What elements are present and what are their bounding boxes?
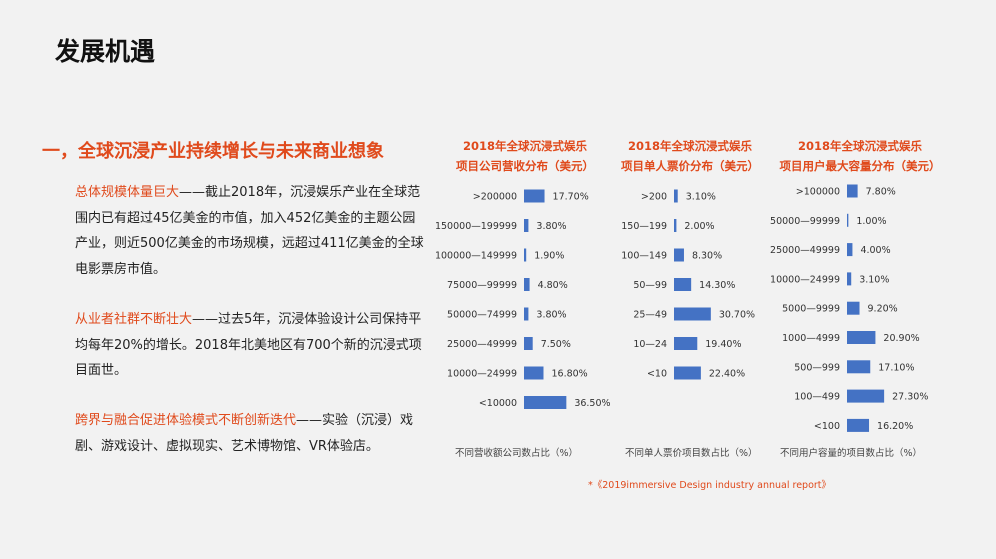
chart-ticket-category-label: 50—99	[633, 280, 667, 291]
chart-ticket-value-label: 3.10%	[686, 192, 716, 203]
chart-ticket-category-label: 25—49	[633, 310, 667, 321]
source-note: *《2019immersive Design industry annual r…	[588, 480, 832, 491]
chart-capacity-category-label: <100	[814, 421, 840, 432]
chart-ticket-category-label: >200	[641, 192, 667, 203]
chart-revenue-bar	[524, 396, 567, 409]
chart-capacity-bar	[847, 184, 858, 198]
paragraph-scale-text: ——截止2018年，沉浸娱乐产业在全球范围内已有超过45亿美金的市值，加入452…	[75, 185, 424, 277]
chart-capacity-title: 2018年全球沉浸式娱乐 项目用户最大容量分布（美元）	[770, 136, 950, 176]
chart-capacity-title-line-2: 项目用户最大容量分布（美元）	[779, 159, 941, 173]
chart-capacity-category-label: 100—499	[794, 392, 840, 403]
chart-capacity-category-label: 1000—4999	[782, 333, 840, 344]
paragraph-crossover: 跨界与融合促进体验模式不断创新迭代——实验（沉浸）戏剧、游戏设计、虚拟现实、艺术…	[75, 408, 425, 459]
chart-revenue-value-label: 1.90%	[534, 251, 564, 262]
chart-revenue-value-label: 3.80%	[536, 221, 566, 232]
chart-revenue-bar	[524, 337, 533, 350]
chart-ticket-value-label: 19.40%	[705, 339, 741, 350]
chart-revenue-title-line-1: 2018年全球沉浸式娱乐	[462, 139, 587, 153]
paragraph-community-highlight: 从业者社群不断壮大	[75, 312, 193, 327]
chart-revenue-value-label: 4.80%	[538, 280, 568, 291]
chart-revenue-value-label: 16.80%	[551, 369, 587, 380]
paragraph-crossover-highlight: 跨界与融合促进体验模式不断创新迭代	[75, 413, 297, 428]
chart-ticket-value-label: 2.00%	[684, 221, 714, 232]
chart-capacity-bar	[847, 389, 885, 403]
chart-ticket-category-label: <10	[647, 369, 667, 380]
chart-revenue-category-label: 75000—99999	[447, 280, 517, 291]
paragraph-crossover-text: ——实验（沉浸）戏剧、游戏设计、虚拟现实、艺术博物馆、VR体验店。	[75, 413, 414, 454]
chart-ticket-value-label: 22.40%	[709, 369, 745, 380]
chart-revenue-bar	[524, 278, 530, 291]
chart-ticket-bar	[674, 337, 698, 350]
paragraph-community-text: ——过去5年，沉浸体验设计公司保持平均每年20%的增长。2018年北美地区有70…	[75, 312, 422, 378]
chart-revenue-category-label: <10000	[479, 398, 517, 409]
chart-capacity-category-label: 10000—24999	[770, 274, 840, 285]
chart-ticket-bar	[674, 248, 684, 262]
chart-capacity-value-label: 9.20%	[868, 304, 898, 315]
chart-ticket-bar	[674, 219, 677, 232]
chart-capacity-category-label: >100000	[796, 187, 840, 198]
chart-capacity-value-label: 27.30%	[892, 392, 928, 403]
chart-revenue-bar	[524, 248, 527, 262]
chart-revenue-title: 2018年全球沉浸式娱乐 项目公司营收分布（美元）	[440, 136, 610, 176]
chart-ticket-value-label: 30.70%	[719, 310, 755, 321]
chart-revenue-bar	[524, 307, 529, 321]
paragraph-community: 从业者社群不断壮大——过去5年，沉浸体验设计公司保持平均每年20%的增长。201…	[75, 307, 425, 384]
chart-ticket-title-line-2: 项目单人票价分布（美元）	[621, 159, 759, 173]
chart-revenue-caption: 不同营收额公司数占比（%）	[455, 448, 579, 459]
chart-revenue-category-label: 50000—74999	[447, 310, 517, 321]
chart-capacity-bar	[847, 331, 876, 344]
chart-revenue-value-label: 36.50%	[574, 398, 610, 409]
chart-revenue-category-label: 25000—49999	[447, 339, 517, 350]
chart-capacity-category-label: 50000—99999	[770, 216, 840, 227]
chart-revenue-category-label: >200000	[473, 192, 517, 203]
chart-capacity-value-label: 17.10%	[878, 362, 914, 373]
paragraph-scale: 总体规模体量巨大——截止2018年，沉浸娱乐产业在全球范围内已有超过45亿美金的…	[75, 180, 425, 282]
page-title: 发展机遇	[55, 37, 156, 66]
chart-capacity-bar	[847, 418, 870, 432]
chart-ticket-bar	[674, 366, 701, 380]
chart-ticket-bar	[674, 189, 678, 203]
chart-capacity-bar	[847, 213, 849, 227]
chart-ticket-caption: 不同单人票价项目数占比（%）	[625, 448, 758, 459]
section-heading: 一，全球沉浸产业持续增长与未来商业想象	[42, 141, 384, 162]
chart-capacity-category-label: 5000—9999	[782, 304, 840, 315]
chart-ticket-category-label: 150—199	[621, 221, 667, 232]
chart-revenue-category-label: 100000—149999	[435, 251, 517, 262]
chart-capacity-bar	[847, 272, 852, 286]
chart-ticket-bar	[674, 307, 711, 321]
chart-revenue-bar	[524, 219, 529, 232]
chart-ticket-bar	[674, 278, 692, 291]
chart-capacity-category-label: 25000—49999	[770, 245, 840, 256]
chart-revenue-value-label: 7.50%	[541, 339, 571, 350]
chart-capacity-value-label: 16.20%	[877, 421, 913, 432]
chart-capacity-caption: 不同用户容量的项目数占比（%）	[780, 448, 923, 459]
chart-ticket-title-line-1: 2018年全球沉浸式娱乐	[627, 139, 752, 153]
paragraph-scale-highlight: 总体规模体量巨大	[75, 185, 180, 200]
chart-capacity-category-label: 500—999	[794, 362, 840, 373]
chart-revenue-bar	[524, 189, 545, 203]
chart-revenue-bar	[524, 366, 544, 380]
chart-capacity-bar	[847, 301, 860, 315]
chart-revenue-value-label: 17.70%	[553, 192, 589, 203]
chart-ticket-value-label: 14.30%	[699, 280, 735, 291]
chart-capacity-bar	[847, 360, 871, 374]
chart-ticket-category-label: 100—149	[621, 251, 667, 262]
chart-capacity-value-label: 4.00%	[860, 245, 890, 256]
chart-capacity-value-label: 3.10%	[859, 274, 889, 285]
chart-revenue-category-label: 150000—199999	[435, 221, 517, 232]
chart-capacity-value-label: 7.80%	[866, 187, 896, 198]
chart-capacity-value-label: 1.00%	[856, 216, 886, 227]
chart-ticket-category-label: 10—24	[633, 339, 667, 350]
chart-capacity-title-line-1: 2018年全球沉浸式娱乐	[797, 139, 922, 153]
chart-revenue-title-line-2: 项目公司营收分布（美元）	[456, 159, 594, 173]
chart-capacity-value-label: 20.90%	[883, 333, 919, 344]
chart-revenue-category-label: 10000—24999	[447, 369, 517, 380]
chart-revenue-value-label: 3.80%	[536, 310, 566, 321]
chart-capacity-bar	[847, 243, 853, 257]
chart-ticket-value-label: 8.30%	[692, 251, 722, 262]
chart-ticket-title: 2018年全球沉浸式娱乐 项目单人票价分布（美元）	[610, 136, 770, 176]
